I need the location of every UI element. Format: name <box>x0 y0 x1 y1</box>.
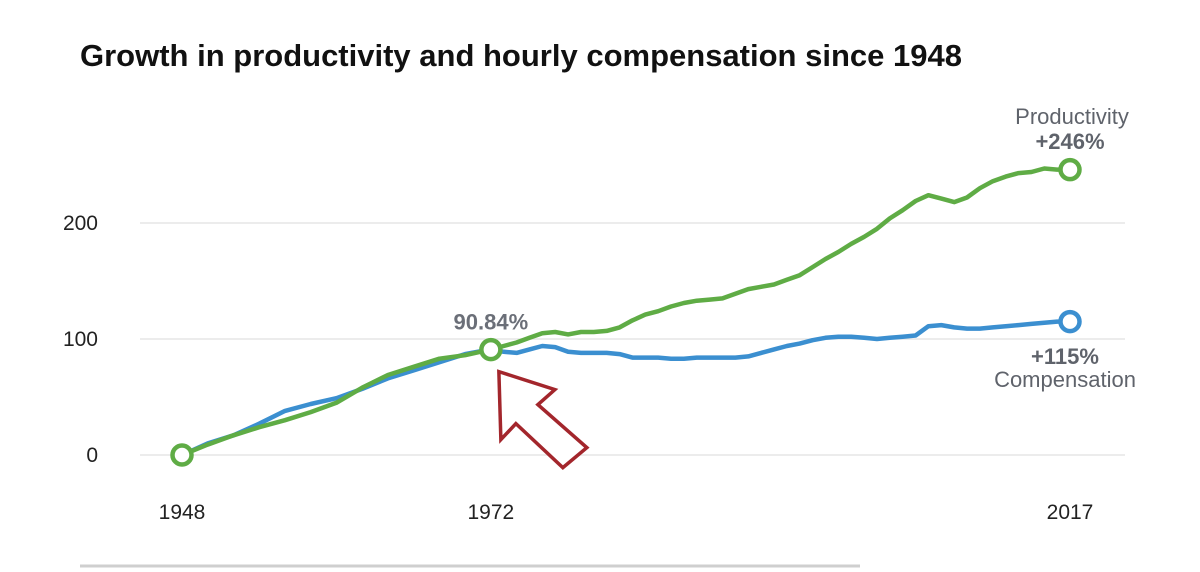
series-line-compensation <box>179 319 1073 458</box>
y-tick-label: 100 <box>63 328 98 351</box>
x-tick-label: 1948 <box>159 501 206 524</box>
start-marker <box>170 443 194 467</box>
compensation-end-marker <box>1058 309 1082 334</box>
y-tick-label: 200 <box>63 212 98 235</box>
series-line-productivity <box>179 166 1073 458</box>
divergence-marker <box>479 337 503 362</box>
compensation-label: Compensation <box>994 367 1136 392</box>
productivity-end-marker <box>1058 157 1082 182</box>
gridlines <box>140 222 1125 456</box>
x-axis-ticks: 1948 1972 2017 <box>159 501 1094 524</box>
chart-title: Growth in productivity and hourly compen… <box>80 38 962 73</box>
y-axis-ticks: 0 100 200 <box>63 212 98 467</box>
compensation-value: +115% <box>1031 344 1099 369</box>
series-lines <box>179 166 1073 458</box>
arrow-annotation <box>497 369 590 470</box>
point-markers <box>170 157 1082 467</box>
productivity-label: Productivity <box>1015 104 1129 129</box>
divergence-label: 90.84% <box>454 310 529 335</box>
red-arrow-icon <box>497 369 590 470</box>
x-tick-label: 1972 <box>468 501 515 524</box>
productivity-value: +246% <box>1035 129 1104 154</box>
y-tick-label: 0 <box>86 444 98 467</box>
x-tick-label: 2017 <box>1047 501 1094 524</box>
annotations: 90.84% Productivity+246% +115%Compensation <box>454 104 1136 392</box>
